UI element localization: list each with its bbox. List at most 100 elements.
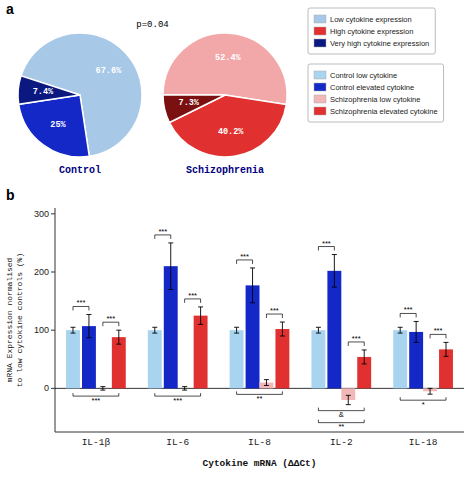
pie-slice: [163, 33, 287, 105]
figure: 67.6% 25% 7.4% Control a p=0.04 52.4% 40.2% 7.3%…: [0, 0, 474, 480]
significance-label: ***: [158, 227, 167, 236]
error-bar: [332, 255, 337, 288]
brackets: ********************************&*******…: [73, 227, 446, 431]
slice-label: 25%: [50, 120, 66, 130]
error-bar: [116, 330, 121, 344]
background: [0, 0, 474, 480]
legend-swatch: [314, 83, 326, 91]
y-tick-label: 0: [44, 383, 49, 393]
legend-swatch: [314, 27, 326, 35]
significance-label: ***: [322, 239, 331, 248]
pie-slice: [19, 95, 90, 157]
error-bar: [86, 314, 91, 337]
bar: [230, 330, 244, 388]
error-bar: [316, 327, 321, 333]
error-bar: [100, 387, 105, 390]
legend-entry: Control elevated cytokine: [330, 83, 414, 92]
x-tick-label: IL-6: [166, 437, 189, 448]
error-bar: [234, 327, 239, 333]
error-bar: [444, 342, 449, 356]
error-bar: [414, 321, 419, 342]
slice-label: 7.3%: [179, 98, 200, 108]
x-tick-label: IL-8: [248, 437, 271, 448]
y-tick: [51, 388, 55, 389]
bar: [148, 330, 162, 388]
bar: [194, 316, 208, 389]
legend-entry: Very high cytokine expression: [330, 39, 429, 48]
bar: [66, 330, 80, 388]
x-tick-label: IL-18: [409, 437, 438, 448]
legend-swatch: [314, 39, 326, 47]
legend-entry: High cytokine expression: [330, 27, 413, 36]
pie: 52.4% 40.2% 7.3% Schizophrenia: [163, 33, 287, 176]
legend-swatch: [314, 107, 326, 115]
significance-label: &: [339, 410, 344, 419]
error-bar: [70, 327, 75, 333]
error-bar: [280, 322, 285, 336]
pie-title: Control: [59, 165, 101, 176]
y-axis-label: mRNA Expression normalisedto low cytokin…: [5, 253, 24, 387]
slice-label: 52.4%: [215, 53, 241, 63]
error-bar: [362, 350, 367, 364]
legend-swatch: [314, 15, 326, 23]
pie-slice: [169, 95, 286, 157]
significance-label: **: [338, 422, 344, 431]
panel-label: b: [6, 187, 15, 203]
bar: [393, 330, 407, 388]
significance-label: ***: [240, 252, 249, 261]
significance-label: ***: [404, 305, 413, 314]
legend: Control low cytokine Control elevated cyt…: [308, 64, 444, 122]
slice-label: 67.6%: [96, 66, 122, 76]
x-axis-label: Cytokine mRNA (ΔΔCt): [202, 458, 316, 469]
error-bar: [152, 327, 157, 333]
y-tick-label: 300: [34, 209, 49, 219]
slice-label: 7.4%: [33, 87, 54, 97]
significance-label: ***: [92, 396, 101, 405]
significance-label: ***: [434, 326, 443, 335]
legend: Low cytokine expression High cytokine exp…: [308, 8, 435, 54]
pie: 67.6% 25% 7.4% Control: [18, 33, 142, 176]
significance-label: ***: [173, 396, 182, 405]
legend-frame: [308, 8, 435, 54]
error-bar: [182, 387, 187, 390]
y-tick-label: 200: [34, 267, 49, 277]
x-tick-label: IL-2: [330, 437, 353, 448]
significance-label: ***: [270, 306, 279, 315]
legend-swatch: [314, 71, 326, 79]
y-axis-line: [55, 208, 56, 432]
error-bar: [398, 327, 403, 333]
p-value: p=0.04: [136, 20, 168, 30]
legend-swatch: [314, 95, 326, 103]
significance-label: ***: [188, 291, 197, 300]
legend-entry: Schizophrenia low cytokine: [330, 95, 420, 104]
legend-entry: Schizophrenia elevated cytokine: [330, 107, 438, 116]
bars: [66, 243, 453, 405]
pie-title: Schizophrenia: [186, 165, 264, 176]
bar: [112, 337, 126, 388]
bar: [275, 329, 289, 388]
bar: [327, 271, 341, 389]
pie-slice: [18, 76, 80, 104]
legend-entry: Low cytokine expression: [330, 15, 412, 24]
x-axis-line: [55, 432, 464, 433]
significance-label: *: [422, 400, 425, 409]
y-axis-label-line: to low cytokine controls (%): [15, 253, 24, 387]
y-axis-label-line: mRNA Expression normalised: [5, 257, 14, 382]
error-bar: [346, 395, 351, 404]
significance-label: **: [257, 394, 263, 403]
significance-label: ***: [106, 314, 115, 323]
y-tick: [51, 330, 55, 331]
x-tick-label: IL-1β: [82, 437, 111, 448]
axes: 0 100 200 300 IL-1β IL-6 IL-8 IL-2 IL-18 Cytokine…: [5, 208, 464, 469]
y-tick: [51, 272, 55, 273]
bar: [311, 330, 325, 388]
y-tick: [51, 213, 55, 214]
error-bar: [428, 388, 433, 394]
legend-entry: Control low cytokine: [330, 71, 397, 80]
significance-label: ***: [77, 298, 86, 307]
y-tick-label: 100: [34, 325, 49, 335]
error-bar: [198, 307, 203, 324]
slice-label: 40.2%: [218, 127, 244, 137]
error-bar: [250, 268, 255, 303]
panel-label: a: [6, 1, 14, 17]
